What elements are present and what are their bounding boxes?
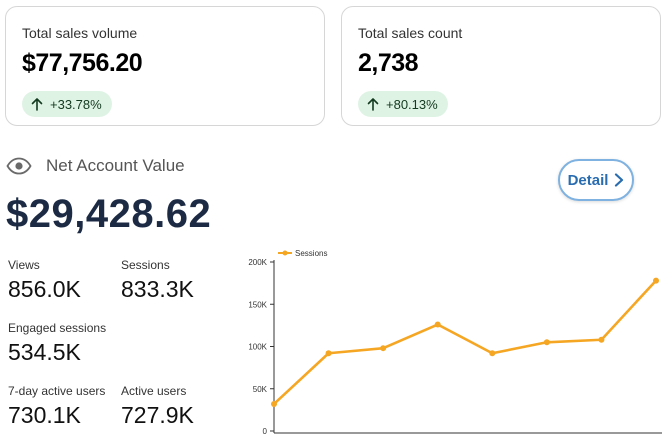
y-tick-label: 150K (248, 300, 267, 309)
arrow-up-icon (367, 98, 379, 111)
y-tick-label: 200K (248, 258, 267, 267)
stat-value: 730.1K (8, 402, 81, 428)
stat-label: Sessions (121, 258, 170, 272)
card-title: Total sales volume (22, 25, 138, 41)
card-title: Total sales count (358, 25, 463, 41)
y-tick-label: 100K (248, 343, 267, 352)
y-tick-label: 50K (253, 385, 268, 394)
sessions-series-line (272, 279, 658, 406)
eye-icon[interactable] (6, 157, 32, 175)
stat-value: 856.0K (8, 276, 81, 302)
net-account-header: Net Account Value (6, 156, 185, 176)
y-tick-label: 0 (263, 427, 268, 435)
delta-badge: +80.13% (358, 91, 448, 117)
sessions-data-point (543, 339, 550, 346)
stat-label: Active users (121, 384, 187, 398)
stat-value: 833.3K (121, 276, 194, 302)
arrow-up-icon (31, 98, 43, 111)
stat-7day-active-users: 7-day active users 730.1K (8, 384, 105, 429)
stat-sessions: Sessions 833.3K (121, 258, 194, 303)
detail-button[interactable]: Detail (558, 159, 634, 201)
legend-marker (282, 250, 288, 256)
stat-label: Views (8, 258, 40, 272)
sessions-line-chart: 0 50K 100K 150K 200K Sessions (248, 249, 662, 435)
sessions-data-point (380, 345, 387, 352)
card-value: 2,738 (358, 49, 419, 77)
stat-views: Views 856.0K (8, 258, 81, 303)
card-value: $77,756.20 (22, 49, 143, 77)
stat-active-users: Active users 727.9K (121, 384, 194, 429)
net-account-label: Net Account Value (46, 156, 185, 175)
stat-engaged-sessions: Engaged sessions 534.5K (8, 321, 106, 366)
stat-value: 534.5K (8, 339, 81, 365)
net-account-value: $29,428.62 (6, 192, 212, 236)
total-sales-count-card: Total sales count 2,738 +80.13% (341, 6, 661, 126)
stat-label: Engaged sessions (8, 321, 107, 335)
sessions-data-point (598, 336, 605, 343)
total-sales-volume-card: Total sales volume $77,756.20 +33.78% (5, 6, 325, 126)
stat-value: 727.9K (121, 402, 194, 428)
delta-badge: +33.78% (22, 91, 112, 117)
delta-text: +80.13% (386, 96, 438, 112)
sessions-data-point (434, 321, 441, 328)
sessions-data-point (325, 350, 332, 357)
legend-label: Sessions (295, 249, 327, 258)
sessions-data-point (271, 400, 277, 407)
detail-label: Detail (567, 171, 609, 189)
sessions-data-point (489, 350, 496, 357)
delta-text: +33.78% (50, 96, 102, 112)
stat-label: 7-day active users (8, 384, 106, 398)
chevron-right-icon (615, 173, 624, 187)
sessions-data-point (653, 277, 659, 284)
